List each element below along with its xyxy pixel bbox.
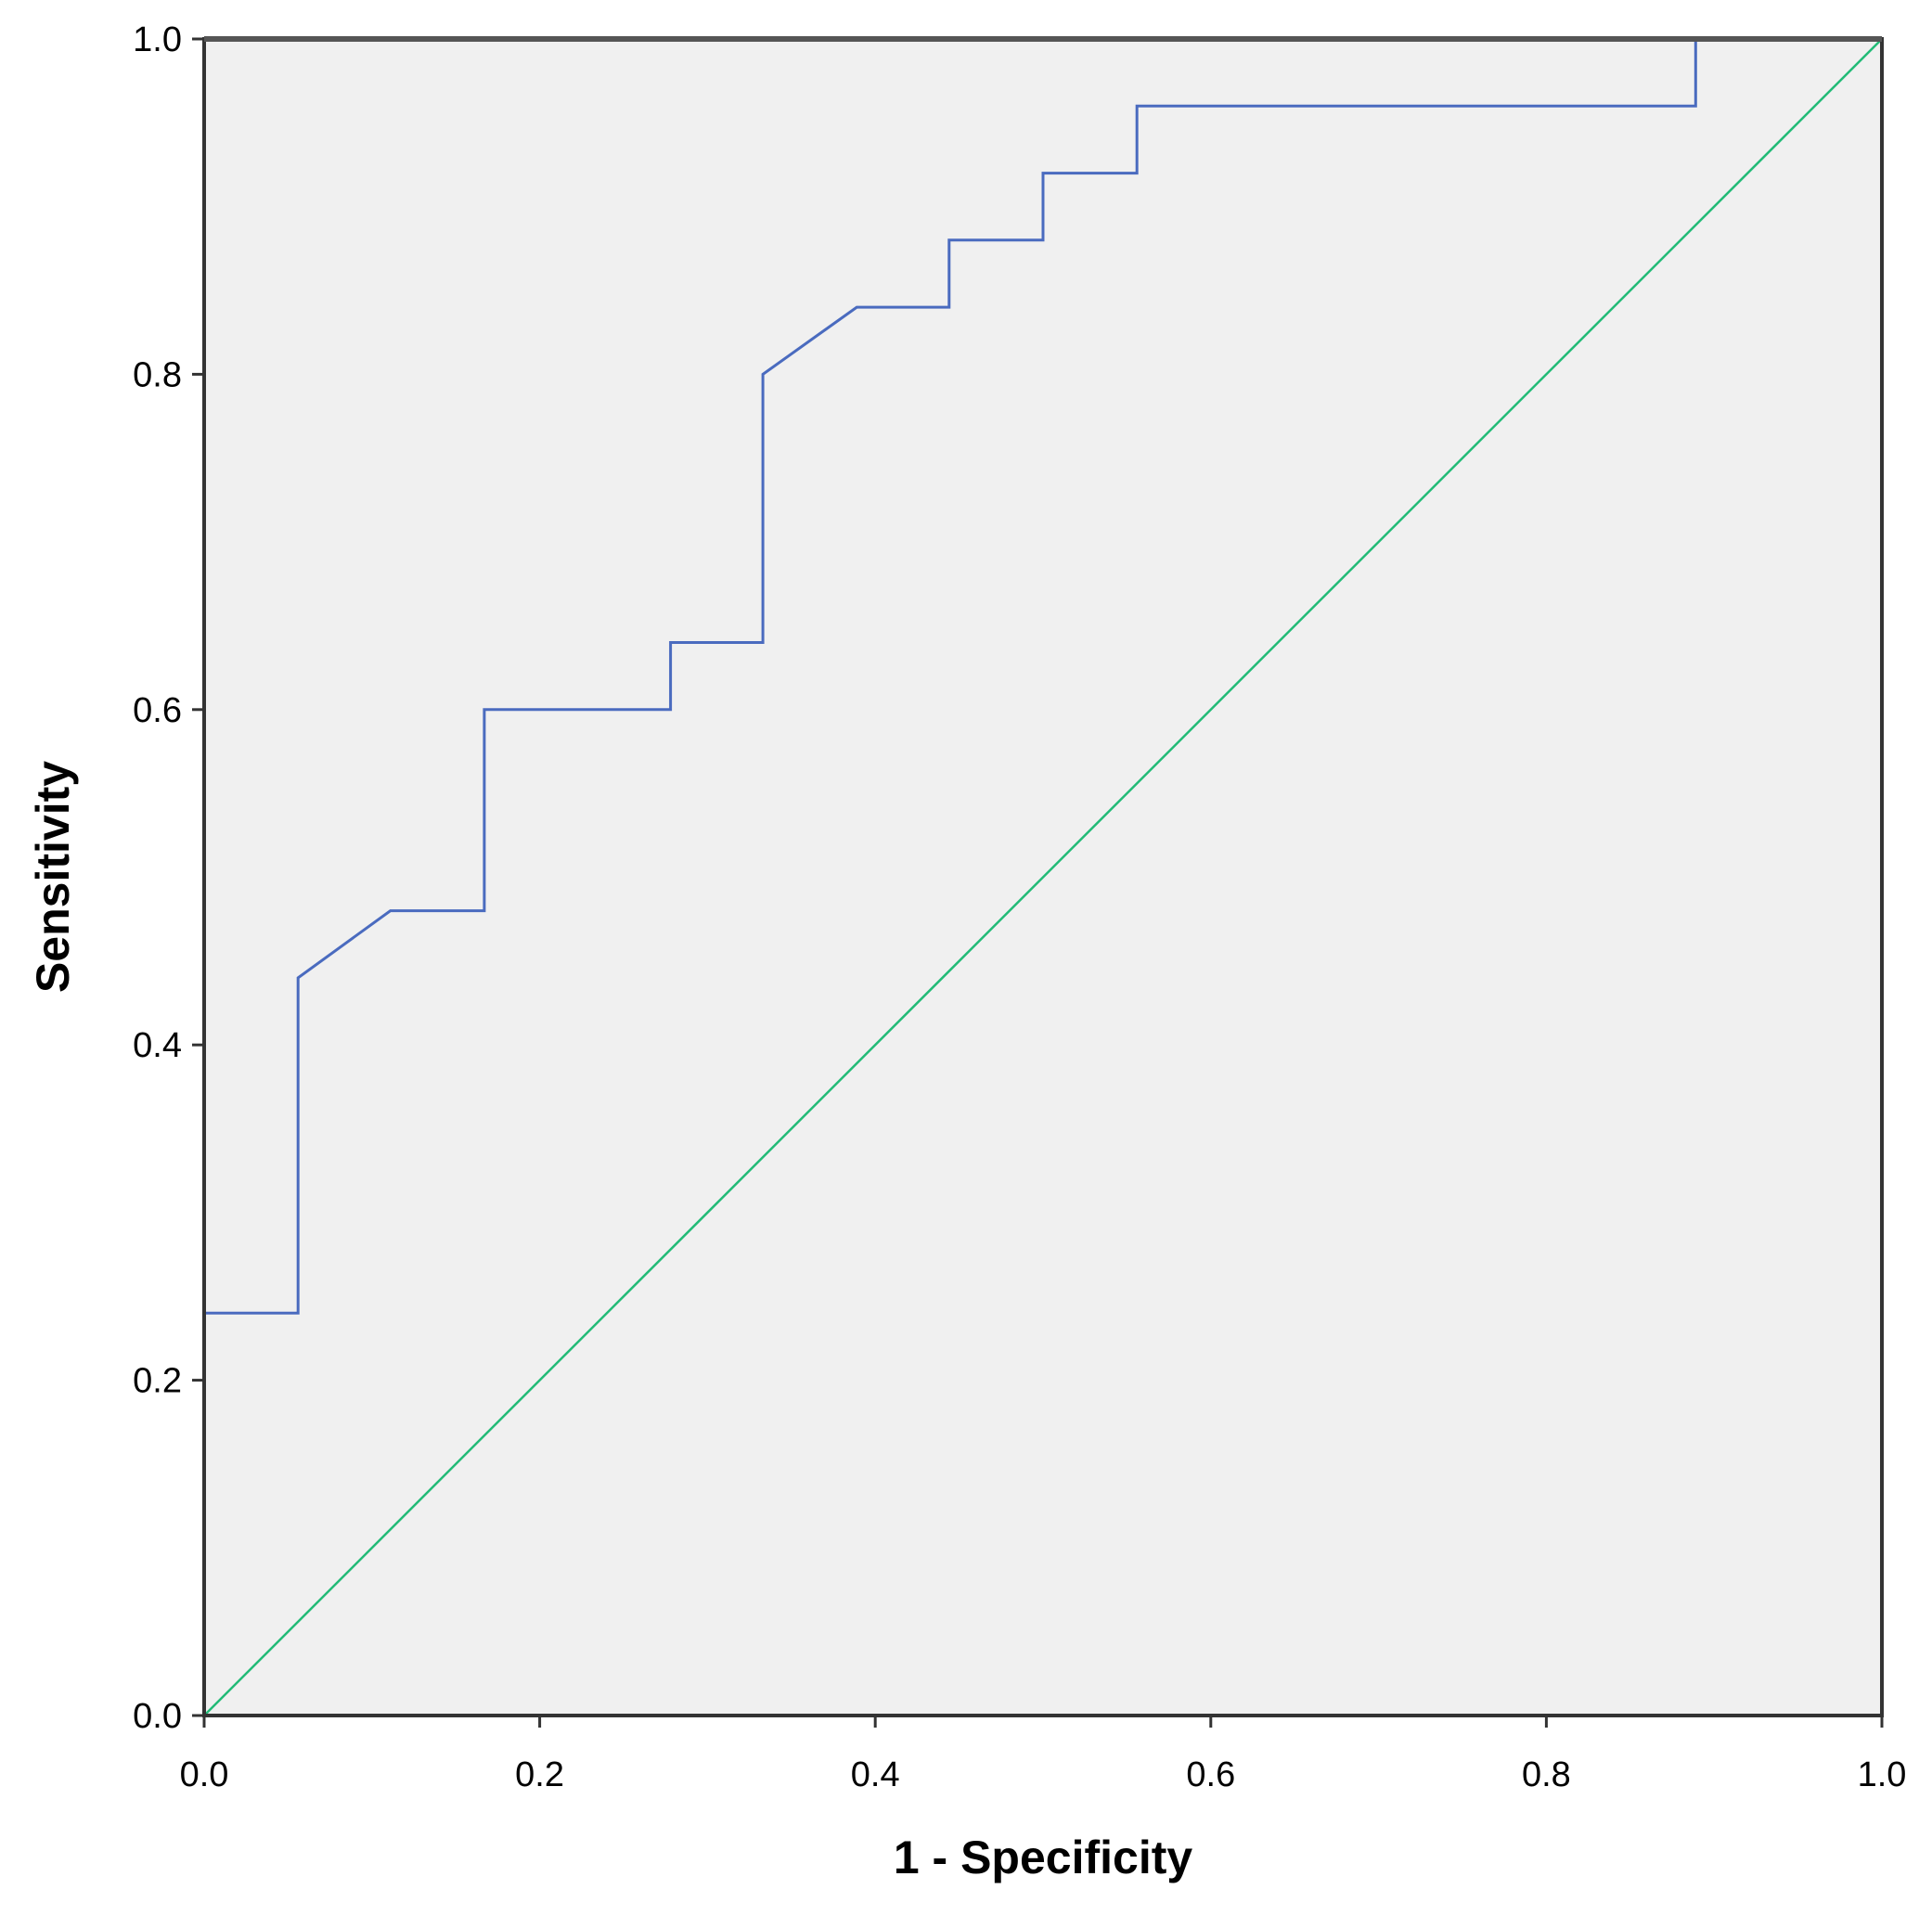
x-tick-label: 0.6	[1186, 1755, 1235, 1794]
x-tick-label: 0.8	[1522, 1755, 1571, 1794]
y-tick-label: 0.4	[133, 1026, 182, 1065]
y-axis-ticks: 0.0 0.2 0.4 0.6 0.8 1.0	[133, 20, 204, 1736]
x-tick-label: 0.4	[851, 1755, 900, 1794]
x-tick-label: 1.0	[1858, 1755, 1907, 1794]
x-axis-title: 1 - Specificity	[894, 1831, 1193, 1883]
reference-diagonal-line	[203, 38, 1883, 1716]
y-tick-label: 1.0	[133, 20, 182, 59]
roc-curve-line	[202, 37, 1882, 1716]
series-layer	[202, 37, 1883, 1716]
y-tick-label: 0.2	[133, 1362, 182, 1401]
x-axis-ticks: 0.0 0.2 0.4 0.6 0.8 1.0	[180, 1716, 1907, 1794]
y-tick-label: 0.0	[133, 1697, 182, 1736]
x-tick-label: 0.0	[180, 1755, 229, 1794]
y-tick-label: 0.6	[133, 691, 182, 730]
x-tick-label: 0.2	[515, 1755, 564, 1794]
y-tick-label: 0.8	[133, 355, 182, 394]
y-axis-title: Sensitivity	[27, 761, 79, 993]
